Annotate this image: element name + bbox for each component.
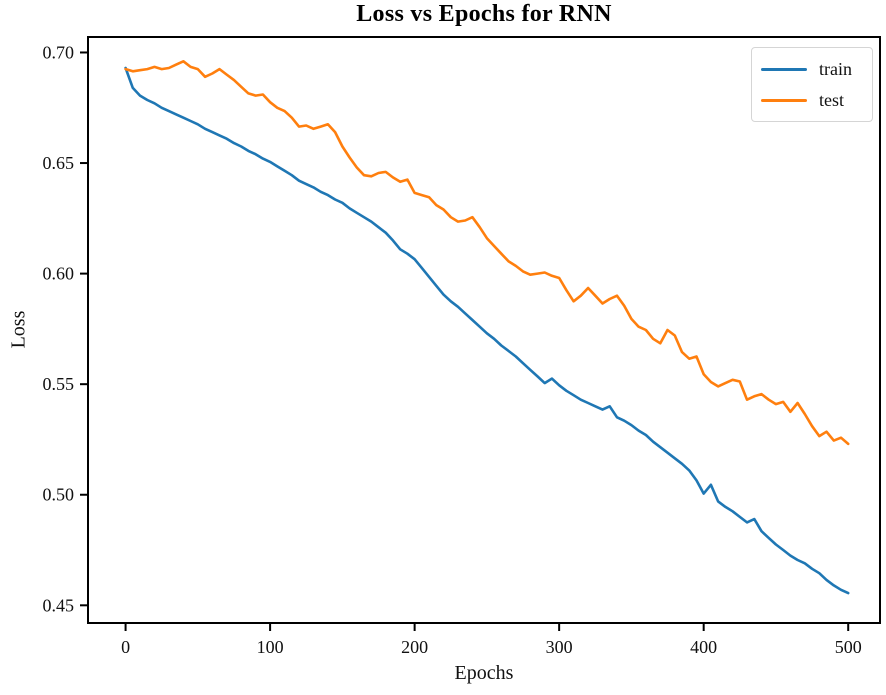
train-line-swatch	[761, 67, 807, 71]
y-axis-label: Loss	[7, 310, 30, 349]
x-tick-label: 500	[835, 637, 862, 657]
x-tick-label: 300	[546, 637, 573, 657]
x-axis-label: Epochs	[454, 662, 514, 684]
y-tick-label: 0.50	[43, 485, 75, 505]
legend: train test	[751, 47, 873, 122]
series-lines	[124, 59, 850, 595]
test-line	[124, 59, 850, 446]
y-tick-label: 0.65	[43, 153, 75, 173]
legend-item-test: test	[752, 91, 872, 109]
x-tick-label: 0	[121, 637, 130, 657]
y-axis-ticks: 0.45 0.50 0.55 0.60 0.65 0.70	[43, 42, 88, 615]
test-line-swatch	[761, 98, 807, 102]
y-tick-label: 0.55	[43, 374, 75, 394]
legend-item-train: train	[752, 60, 872, 78]
x-tick-label: 100	[257, 637, 284, 657]
plot-area	[87, 36, 881, 624]
legend-label-test: test	[819, 90, 844, 110]
y-tick-label: 0.60	[43, 264, 75, 284]
x-tick-label: 200	[401, 637, 428, 657]
y-tick-label: 0.70	[43, 42, 75, 62]
x-tick-label: 400	[690, 637, 717, 657]
chart-title: Loss vs Epochs for RNN	[356, 1, 612, 27]
y-tick-label: 0.45	[43, 595, 75, 615]
x-axis-ticks: 0 100 200 300 400 500	[121, 623, 862, 657]
train-line	[124, 66, 850, 595]
legend-label-train: train	[819, 59, 852, 79]
